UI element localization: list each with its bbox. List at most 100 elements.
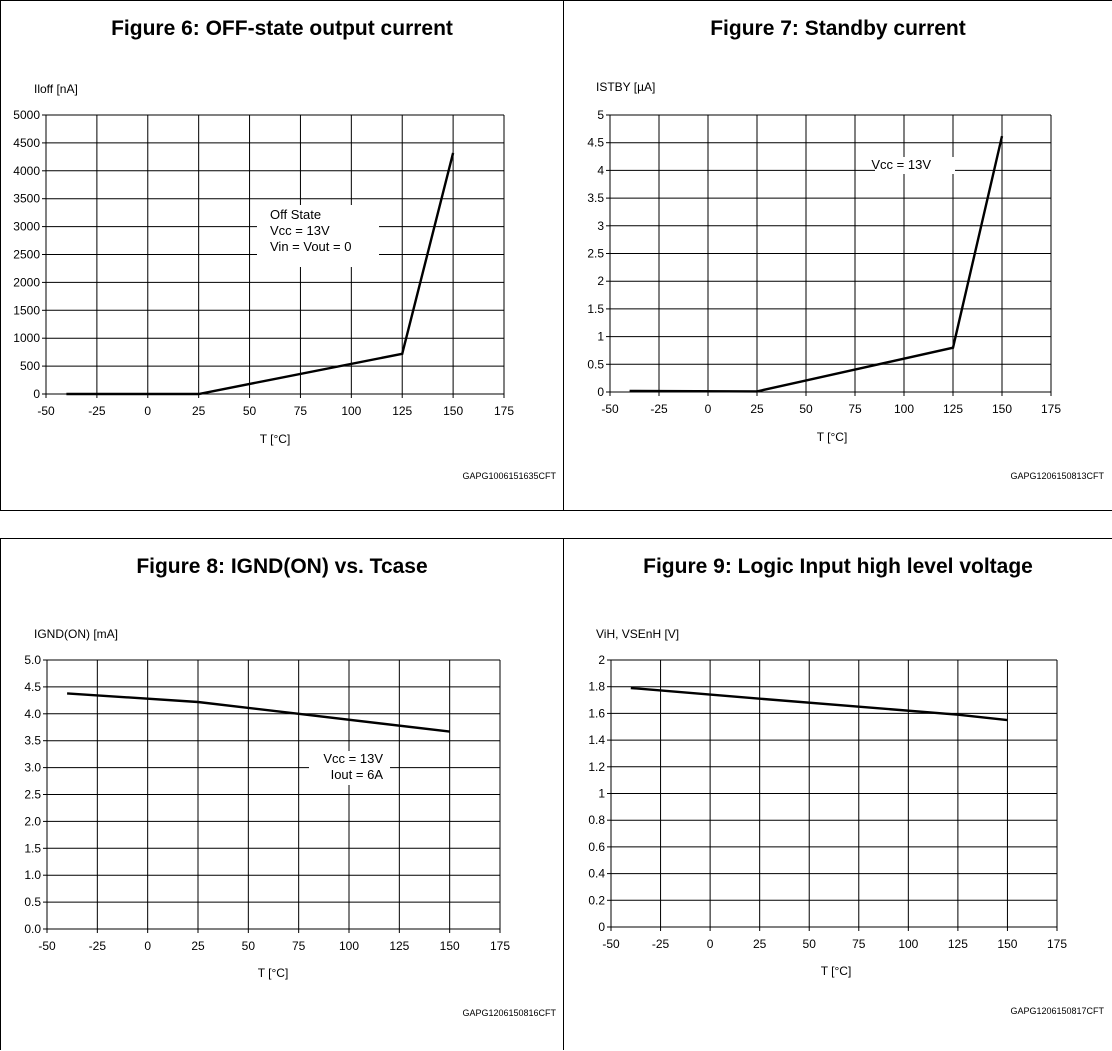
y-tick-label: 3.5 (24, 734, 41, 748)
x-tick-label: 25 (191, 939, 205, 953)
y-axis-label: ISTBY [µA] (596, 80, 655, 94)
x-axis-label: T [°C] (821, 964, 852, 978)
y-tick-label: 1 (597, 330, 604, 344)
y-tick-label: 3 (597, 219, 604, 233)
x-tick-label: 100 (898, 937, 918, 951)
x-tick-label: 50 (243, 404, 257, 418)
x-tick-label: 0 (707, 937, 714, 951)
x-axis-label: T [°C] (260, 432, 291, 446)
y-tick-label: 1.0 (24, 868, 41, 882)
chart-panel: Figure 9: Logic Input high level voltage… (563, 538, 1112, 1050)
y-tick-label: 1.5 (24, 841, 41, 855)
y-tick-label: 4.5 (24, 680, 41, 694)
chart-plot: 0500100015002000250030003500400045005000… (13, 82, 556, 481)
x-axis-label: T [°C] (817, 430, 848, 444)
y-tick-label: 1000 (13, 331, 40, 345)
y-tick-label: 2 (598, 653, 605, 667)
y-tick-label: 0.5 (24, 895, 41, 909)
y-tick-label: 0 (597, 385, 604, 399)
chart-title: Figure 6: OFF-state output current (111, 17, 453, 40)
y-tick-label: 500 (20, 359, 40, 373)
y-tick-label: 2.5 (24, 788, 41, 802)
x-tick-label: -25 (89, 939, 107, 953)
x-tick-label: 175 (1041, 402, 1061, 416)
x-tick-label: 175 (494, 404, 514, 418)
y-tick-label: 2000 (13, 275, 40, 289)
x-tick-label: 25 (750, 402, 764, 416)
x-tick-label: 125 (392, 404, 412, 418)
annotation-text: Vcc = 13V (323, 751, 383, 766)
x-tick-label: -50 (38, 939, 56, 953)
y-tick-label: 1.4 (588, 733, 605, 747)
annotation-background (257, 205, 379, 267)
y-tick-label: 3.0 (24, 761, 41, 775)
y-tick-label: 3500 (13, 192, 40, 206)
series-line (67, 692, 450, 733)
x-tick-label: 175 (1047, 937, 1067, 951)
annotation-text: Off State (270, 207, 321, 222)
x-tick-label: 0 (144, 404, 151, 418)
y-tick-label: 4.5 (587, 136, 604, 150)
x-tick-label: -25 (88, 404, 106, 418)
y-axis-label: ViH, VSEnH [V] (596, 627, 679, 641)
x-tick-label: 50 (803, 937, 817, 951)
series-line (66, 152, 455, 396)
y-tick-label: 0.6 (588, 840, 605, 854)
x-tick-label: 75 (852, 937, 866, 951)
y-tick-label: 2 (597, 274, 604, 288)
x-tick-label: 0 (144, 939, 151, 953)
chart-plot: 0.0 0.5 1.0 1.5 2.0 2.5 3.0 3.5 4.0 4.5 5.0 -50 -25 0… (24, 627, 556, 1018)
series-line (630, 686, 1008, 722)
x-tick-label: 150 (997, 937, 1017, 951)
annotation-text: Vcc = 13V (871, 157, 931, 172)
y-tick-label: 3.5 (587, 191, 604, 205)
x-tick-label: -25 (650, 402, 668, 416)
y-tick-label: 0.8 (588, 813, 605, 827)
y-tick-label: 5 (597, 108, 604, 122)
x-tick-label: 75 (292, 939, 306, 953)
annotation-text: Vin = Vout = 0 (270, 239, 351, 254)
x-tick-label: 75 (848, 402, 862, 416)
figure-code: GAPG1206150817CFT (1010, 1006, 1104, 1016)
y-tick-label: 5000 (13, 108, 40, 122)
x-tick-label: 150 (443, 404, 463, 418)
x-tick-label: 150 (992, 402, 1012, 416)
y-tick-label: 2.0 (24, 814, 41, 828)
y-tick-label: 4500 (13, 136, 40, 150)
chart-plot: 0 0.5 1 1.5 2 2.5 3 3.5 4 4.5 5 -50 -25 0 25 50 75 100 125… (587, 80, 1104, 481)
chart-panel: Figure 8: IGND(ON) vs. Tcase 0.0 0.5 1.0 1.… (0, 538, 564, 1050)
x-tick-label: 100 (341, 404, 361, 418)
x-tick-label: 125 (943, 402, 963, 416)
y-tick-label: 1.8 (588, 680, 605, 694)
x-tick-label: 25 (192, 404, 206, 418)
y-tick-label: 1.6 (588, 706, 605, 720)
y-axis-label: Iloff [nA] (34, 82, 78, 96)
y-tick-label: 5.0 (24, 653, 41, 667)
chart-title: Figure 9: Logic Input high level voltage (643, 555, 1033, 578)
y-tick-label: 0 (33, 387, 40, 401)
x-tick-label: 125 (948, 937, 968, 951)
x-tick-label: 25 (753, 937, 767, 951)
figure-code: GAPG1206150816CFT (462, 1008, 556, 1018)
chart-panel: Figure 6: OFF-state output current 0 500 1… (0, 0, 564, 511)
x-tick-label: -50 (602, 937, 620, 951)
y-tick-label: 1.2 (588, 760, 605, 774)
y-tick-label: 1 (598, 787, 605, 801)
annotation-background (875, 157, 955, 174)
chart-title: Figure 7: Standby current (710, 17, 966, 40)
x-tick-label: -50 (37, 404, 55, 418)
x-tick-label: 175 (490, 939, 510, 953)
chart-panel: Figure 7: Standby current 0 0.5 1 1.5 2 2.5 3 3… (563, 0, 1112, 511)
annotation-background (309, 751, 390, 785)
y-tick-label: 1.5 (587, 302, 604, 316)
x-tick-label: 150 (440, 939, 460, 953)
chart-title: Figure 8: IGND(ON) vs. Tcase (136, 555, 428, 578)
y-tick-label: 1500 (13, 303, 40, 317)
y-tick-label: 4000 (13, 164, 40, 178)
series-line (629, 135, 1004, 393)
x-tick-label: 0 (705, 402, 712, 416)
chart-plot: 0 0.2 0.4 0.6 0.8 1 1.2 1.4 1.6 1.8 2 -50 -25 0 25 50 75… (588, 627, 1104, 1016)
annotation-text: Vcc = 13V (270, 223, 330, 238)
x-tick-label: 75 (294, 404, 308, 418)
y-tick-label: 2500 (13, 248, 40, 262)
